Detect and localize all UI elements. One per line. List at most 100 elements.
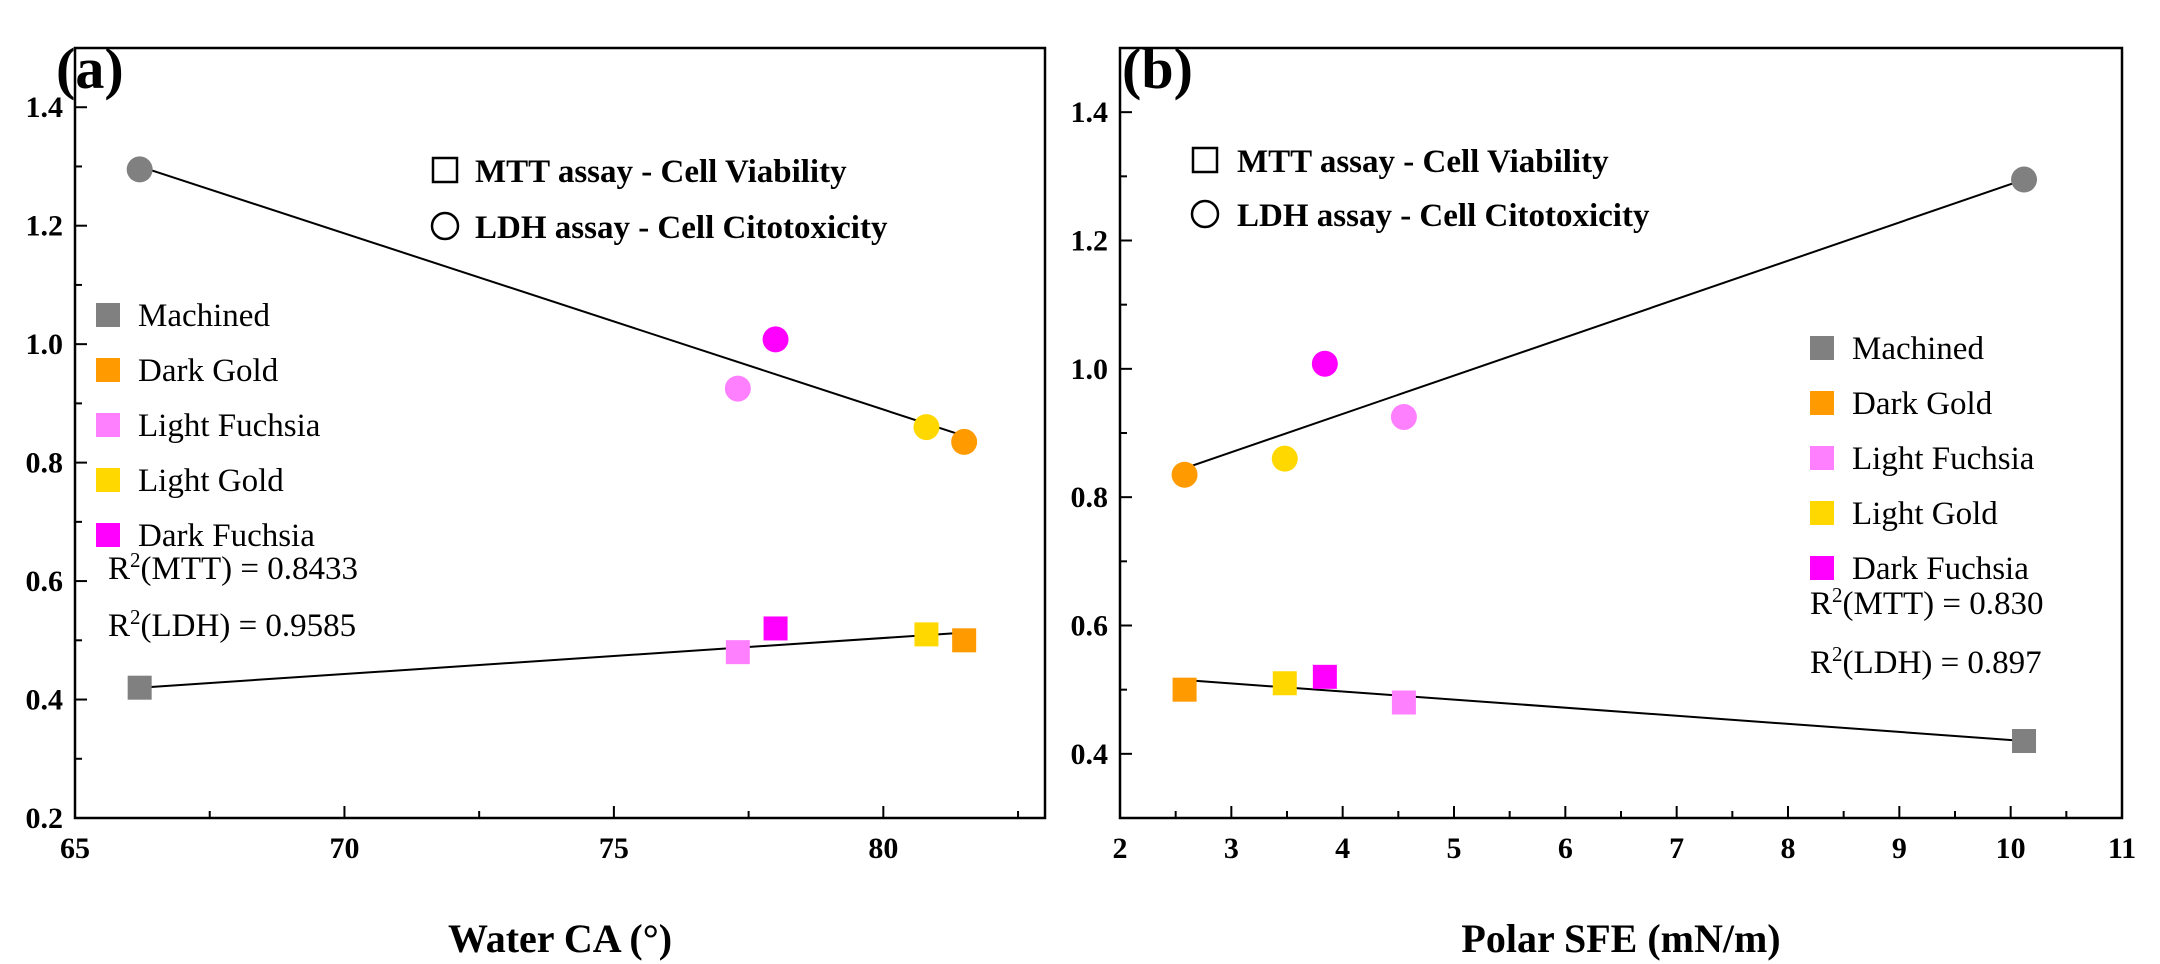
legend-mtt-label: MTT assay - Cell Viability: [475, 154, 847, 190]
legend-ldh-label: LDH assay - Cell Citotoxicity: [1237, 198, 1650, 234]
ldh-fit-line: [1184, 178, 2025, 470]
r2-ldh-annotation: R2(LDH) = 0.9585: [108, 605, 356, 644]
panel-a-ticks: 65 70 75 80 0.2 0.4 0.6 0.8 1.0 1.2 1.4: [26, 91, 1020, 865]
x-tick-label: 2: [1113, 832, 1128, 865]
panel-b-r2-annotations: R2(MTT) = 0.830 R2(LDH) = 0.897: [1810, 583, 2044, 681]
mtt-point-light-gold: [914, 622, 939, 647]
x-tick-label: 70: [329, 832, 359, 865]
y-tick-label: 0.2: [26, 802, 64, 835]
y-tick-label: 1.0: [1071, 353, 1109, 386]
y-tick-label: 0.6: [26, 565, 64, 598]
x-tick-label: 5: [1447, 832, 1462, 865]
x-tick-label: 10: [1996, 832, 2026, 865]
y-tick-label: 1.4: [26, 91, 64, 124]
panel-b-color-legend: Machined Dark Gold Light Fuchsia Light Gold…: [1810, 331, 2035, 587]
legend-swatch-machined: [1810, 336, 1834, 360]
legend-circle-icon: [430, 211, 460, 241]
legend-label-dark-gold: Dark Gold: [138, 353, 279, 389]
ldh-point-dark-fuchsia: [762, 326, 789, 353]
mtt-fit-line: [1184, 679, 2025, 742]
mtt-point-dark-gold: [1172, 677, 1197, 702]
panel-a-data-points: [126, 156, 978, 700]
legend-label-light-fuchsia: Light Fuchsia: [1852, 441, 2035, 477]
legend-swatch-dark-gold: [1810, 391, 1834, 415]
panel-b: (b) 2 3 4 5 6 7 8 9 10 11 0.4 0.6 0.8 1.0 1.2 1.4 Polar…: [1071, 36, 2137, 961]
panel-a-x-axis-title: Water CA (°): [448, 916, 672, 961]
legend-square-icon: [431, 156, 459, 184]
legend-swatch-dark-fuchsia: [96, 523, 120, 547]
panel-a-plot-frame: [73, 46, 1047, 820]
legend-label-dark-fuchsia: Dark Fuchsia: [1852, 551, 2029, 587]
mtt-point-light-fuchsia: [725, 640, 750, 665]
legend-square-icon: [1191, 146, 1219, 174]
legend-swatch-light-fuchsia: [96, 413, 120, 437]
legend-swatch-light-gold: [1810, 501, 1834, 525]
ldh-fit-line: [139, 165, 965, 437]
panel-a-label: (a): [56, 36, 124, 101]
panel-b-x-axis-title: Polar SFE (mN/m): [1461, 916, 1780, 961]
mtt-point-dark-fuchsia: [1312, 664, 1337, 689]
panel-a-marker-legend: MTT assay - Cell Viability LDH assay - C…: [430, 154, 888, 246]
ldh-point-machined: [2011, 166, 2038, 193]
x-tick-label: 80: [868, 832, 898, 865]
ldh-point-light-fuchsia: [1390, 403, 1417, 430]
panel-b-data-points: [1171, 166, 2038, 753]
y-tick-label: 1.2: [1071, 225, 1109, 258]
legend-swatch-light-gold: [96, 468, 120, 492]
legend-label-light-gold: Light Gold: [1852, 496, 1998, 532]
x-tick-label: 9: [1892, 832, 1907, 865]
x-tick-label: 6: [1558, 832, 1573, 865]
y-tick-label: 0.4: [1071, 738, 1109, 771]
panel-a: (a) 65 70 75 80 0.2 0.4 0.6 0.8 1.0 1.2 1.4 Water …: [26, 36, 1047, 961]
x-tick-label: 11: [2108, 832, 2136, 865]
y-tick-label: 1.4: [1071, 96, 1109, 129]
legend-label-dark-gold: Dark Gold: [1852, 386, 1993, 422]
panel-a-r2-annotations: R2(MTT) = 0.8433 R2(LDH) = 0.9585: [108, 548, 358, 644]
mtt-fit-line: [139, 631, 965, 689]
ldh-point-dark-gold: [951, 428, 978, 455]
mtt-point-light-gold: [1272, 671, 1297, 696]
legend-swatch-machined: [96, 303, 120, 327]
ldh-point-light-fuchsia: [724, 375, 751, 402]
legend-mtt-label: MTT assay - Cell Viability: [1237, 144, 1609, 180]
panel-b-ticks: 2 3 4 5 6 7 8 9 10 11 0.4 0.6 0.8 1.0 1.2 1.4: [1071, 96, 2137, 865]
ldh-point-dark-fuchsia: [1311, 350, 1338, 377]
mtt-point-dark-gold: [952, 628, 977, 653]
panel-a-color-legend: Machined Dark Gold Light Fuchsia Light Gold…: [96, 298, 321, 554]
y-tick-label: 1.2: [26, 210, 64, 243]
y-tick-label: 0.6: [1071, 610, 1109, 643]
legend-swatch-dark-fuchsia: [1810, 556, 1834, 580]
r2-mtt-annotation: R2(MTT) = 0.830: [1810, 583, 2044, 622]
panel-a-fit-lines: [139, 165, 965, 689]
panel-b-label: (b): [1122, 36, 1193, 101]
legend-swatch-light-fuchsia: [1810, 446, 1834, 470]
y-tick-label: 1.0: [26, 328, 64, 361]
legend-label-light-fuchsia: Light Fuchsia: [138, 408, 321, 444]
panel-b-marker-legend: MTT assay - Cell Viability LDH assay - C…: [1190, 144, 1650, 234]
legend-label-machined: Machined: [138, 298, 270, 334]
legend-swatch-dark-gold: [96, 358, 120, 382]
legend-label-dark-fuchsia: Dark Fuchsia: [138, 518, 315, 554]
x-tick-label: 65: [60, 832, 90, 865]
x-tick-label: 75: [599, 832, 629, 865]
x-tick-label: 8: [1781, 832, 1796, 865]
ldh-point-dark-gold: [1171, 461, 1198, 488]
legend-label-light-gold: Light Gold: [138, 463, 284, 499]
y-tick-label: 0.8: [26, 447, 64, 480]
y-tick-label: 0.8: [1071, 481, 1109, 514]
mtt-point-machined: [127, 675, 152, 700]
panel-b-fit-lines: [1184, 178, 2025, 742]
ldh-point-light-gold: [913, 414, 940, 441]
ldh-point-machined: [126, 156, 153, 183]
mtt-point-machined: [2012, 729, 2037, 753]
legend-label-machined: Machined: [1852, 331, 1984, 367]
x-tick-label: 3: [1224, 832, 1239, 865]
legend-ldh-label: LDH assay - Cell Citotoxicity: [475, 210, 888, 246]
r2-ldh-annotation: R2(LDH) = 0.897: [1810, 642, 2042, 681]
x-tick-label: 7: [1669, 832, 1684, 865]
mtt-point-light-fuchsia: [1391, 690, 1416, 715]
ldh-point-light-gold: [1271, 445, 1298, 472]
x-tick-label: 4: [1335, 832, 1350, 865]
y-tick-label: 0.4: [26, 684, 64, 717]
